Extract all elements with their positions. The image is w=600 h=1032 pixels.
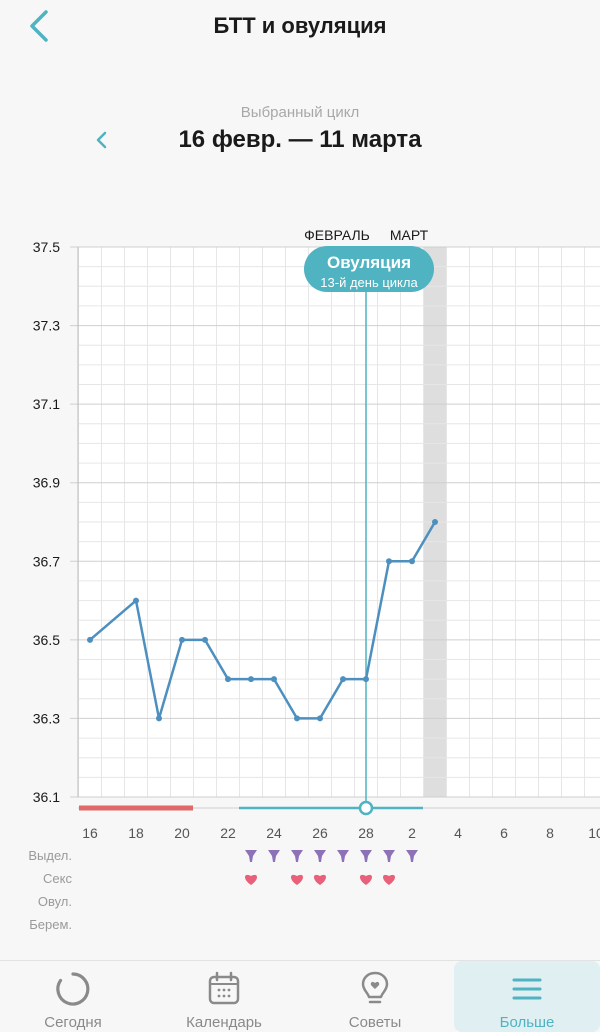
temperature-point [432,519,438,525]
row-label-ovulation: Овул. [37,894,72,909]
temperature-point [363,676,369,683]
y-tick-label: 36.7 [33,553,60,569]
y-tick-label: 36.1 [33,789,60,805]
discharge-icon [360,850,372,862]
discharge-icon [406,850,418,862]
discharge-icon [337,850,349,862]
y-tick-label: 37.1 [33,396,60,412]
heart-icon [359,874,373,885]
ovulation-subtitle: 13-й день цикла [320,275,418,290]
temperature-point [271,676,277,683]
temperature-point [317,715,323,722]
y-tick-label: 36.9 [33,475,60,491]
heart-icon [290,874,304,885]
tab-tips[interactable]: Советы [302,961,448,1032]
discharge-icon [314,850,326,862]
menu-icon [512,978,542,1000]
y-tick-label: 37.5 [33,239,60,255]
back-button[interactable] [22,8,58,44]
ovulation-dot [358,800,374,816]
today-ring-icon [56,972,90,1006]
x-tick-label: 20 [174,825,190,841]
row-label-sex: Секс [43,871,72,886]
x-tick-label: 4 [454,825,462,841]
tab-calendar[interactable]: Календарь [151,961,297,1032]
row-label-pregnancy: Берем. [29,917,72,932]
x-tick-label: 24 [266,825,282,841]
x-tick-label: 8 [546,825,554,841]
discharge-icon [291,850,303,862]
header: БТТ и овуляция [0,0,600,56]
x-tick-label: 28 [358,825,374,841]
tab-tips-label: Советы [348,1014,402,1031]
x-tick-label: 2 [408,825,416,841]
ovulation-bubble [304,246,434,292]
temperature-point [133,597,139,604]
tips-bulb-icon [361,971,389,1004]
ovulation-title: Овуляция [327,253,411,272]
x-tick-label: 26 [312,825,328,841]
bbt-chart[interactable]: 37.5 37.3 37.1 36.9 36.7 36.5 36.3 36.1 ФЕВРАЛЬ М… [0,215,600,955]
month-label: МАРТ [390,227,429,243]
temperature-point [156,715,162,722]
back-chevron-icon [30,10,48,42]
heart-icon [382,874,396,885]
temperature-point [225,676,231,683]
discharge-icon [245,850,257,862]
y-tick-label: 36.5 [33,632,60,648]
temperature-point [179,636,185,643]
chevron-left-icon [96,131,107,149]
page-title: БТТ и овуляция [213,13,387,38]
discharge-icon [383,850,395,862]
previous-cycle-button[interactable] [86,124,118,156]
month-label: ФЕВРАЛЬ [304,227,370,243]
x-tick-label: 18 [128,825,144,841]
y-tick-label: 37.3 [33,318,60,334]
row-label-discharge: Выдел. [28,848,72,863]
temperature-point [202,636,208,643]
tab-more-label: Больше [499,1014,555,1031]
tab-bar: Сегодня Календарь Советы Больше [0,960,600,1032]
temperature-point [409,558,415,565]
cycle-range: 16 февр. — 11 марта [178,126,422,153]
x-tick-label: 10 [588,825,600,841]
heart-icon [244,874,258,885]
temperature-point [294,715,300,722]
tab-today[interactable]: Сегодня [0,961,146,1032]
discharge-icon [268,850,280,862]
heart-icon [313,874,327,885]
temperature-point [386,558,392,565]
x-tick-label: 6 [500,825,508,841]
tab-calendar-label: Календарь [186,1014,262,1031]
cycle-label: Выбранный цикл [240,104,360,121]
tab-today-label: Сегодня [44,1014,102,1031]
temperature-point [340,676,346,683]
x-tick-label: 22 [220,825,236,841]
x-tick-label: 16 [82,825,98,841]
tab-more[interactable]: Больше [454,961,600,1032]
calendar-icon [208,971,240,1005]
y-tick-label: 36.3 [33,710,60,726]
temperature-point [87,636,93,643]
temperature-point [248,676,254,683]
